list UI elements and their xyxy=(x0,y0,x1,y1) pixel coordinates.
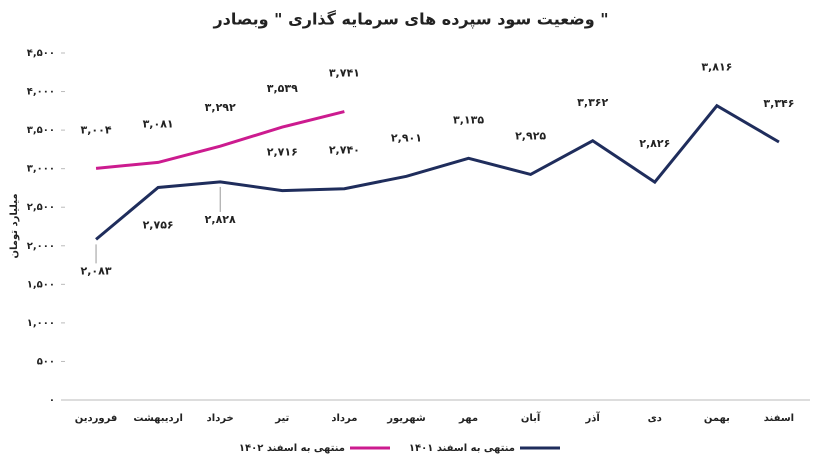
data-label: ۳,۱۳۵ xyxy=(453,113,484,126)
y-tick-label: ۱,۰۰۰ xyxy=(27,318,55,329)
data-label: ۲,۹۰۱ xyxy=(391,131,422,144)
y-axis-label: میلیارد تومان xyxy=(9,193,20,258)
data-label: ۳,۳۶۲ xyxy=(577,96,608,109)
series-line xyxy=(95,103,780,241)
legend-label: منتهی به اسفند ۱۴۰۱ xyxy=(409,443,515,454)
y-tick-label: ۵۰۰ xyxy=(37,356,55,367)
data-label: ۳,۷۴۱ xyxy=(329,67,360,80)
legend-label: منتهی به اسفند ۱۴۰۲ xyxy=(239,443,345,454)
data-label: ۲,۷۴۰ xyxy=(329,144,360,157)
x-tick-label: اسفند xyxy=(764,413,794,424)
data-label: ۲,۰۸۳ xyxy=(81,264,112,277)
y-tick-label: ۰ xyxy=(49,395,55,406)
x-tick-label: فروردین xyxy=(75,413,118,424)
x-tick-label: مهر xyxy=(458,413,478,424)
data-label: ۲,۹۲۵ xyxy=(515,129,546,142)
data-label: ۳,۳۴۶ xyxy=(763,97,794,110)
data-label: ۲,۸۲۸ xyxy=(205,213,236,226)
series-line xyxy=(95,110,345,170)
chart-title: وضعیت سود سپرده های سرمایه گذاری " وبصاد… xyxy=(212,10,608,30)
y-tick-label: ۴,۰۰۰ xyxy=(27,87,55,98)
x-tick-label: بهمن xyxy=(704,413,730,424)
x-tick-label: اردیبهشت xyxy=(133,413,183,424)
data-label: ۲,۸۲۶ xyxy=(639,137,670,150)
y-tick-label: ۲,۵۰۰ xyxy=(27,202,55,213)
y-tick-label: ۳,۰۰۰ xyxy=(27,164,55,175)
x-tick-label: شهریور xyxy=(386,413,426,424)
x-tick-label: آبان xyxy=(521,411,541,424)
y-tick-label: ۴,۵۰۰ xyxy=(27,48,55,59)
x-tick-label: آذر xyxy=(585,411,601,424)
data-label: ۳,۰۰۴ xyxy=(81,123,112,136)
y-tick-label: ۲,۰۰۰ xyxy=(27,241,55,252)
x-tick-label: تیر xyxy=(274,413,289,424)
data-label: ۳,۲۹۲ xyxy=(205,101,236,114)
x-tick-label: دی xyxy=(648,413,662,424)
data-label: ۳,۰۸۱ xyxy=(143,117,174,130)
x-tick-label: خرداد xyxy=(207,413,234,424)
y-tick-label: ۳,۵۰۰ xyxy=(27,125,55,136)
data-label: ۳,۵۳۹ xyxy=(267,82,298,95)
y-tick-label: ۱,۵۰۰ xyxy=(27,279,55,290)
x-tick-label: مرداد xyxy=(331,413,357,424)
data-label: ۲,۷۵۶ xyxy=(143,218,174,231)
data-label: ۲,۷۱۶ xyxy=(267,146,298,159)
data-label: ۳,۸۱۶ xyxy=(701,61,732,74)
